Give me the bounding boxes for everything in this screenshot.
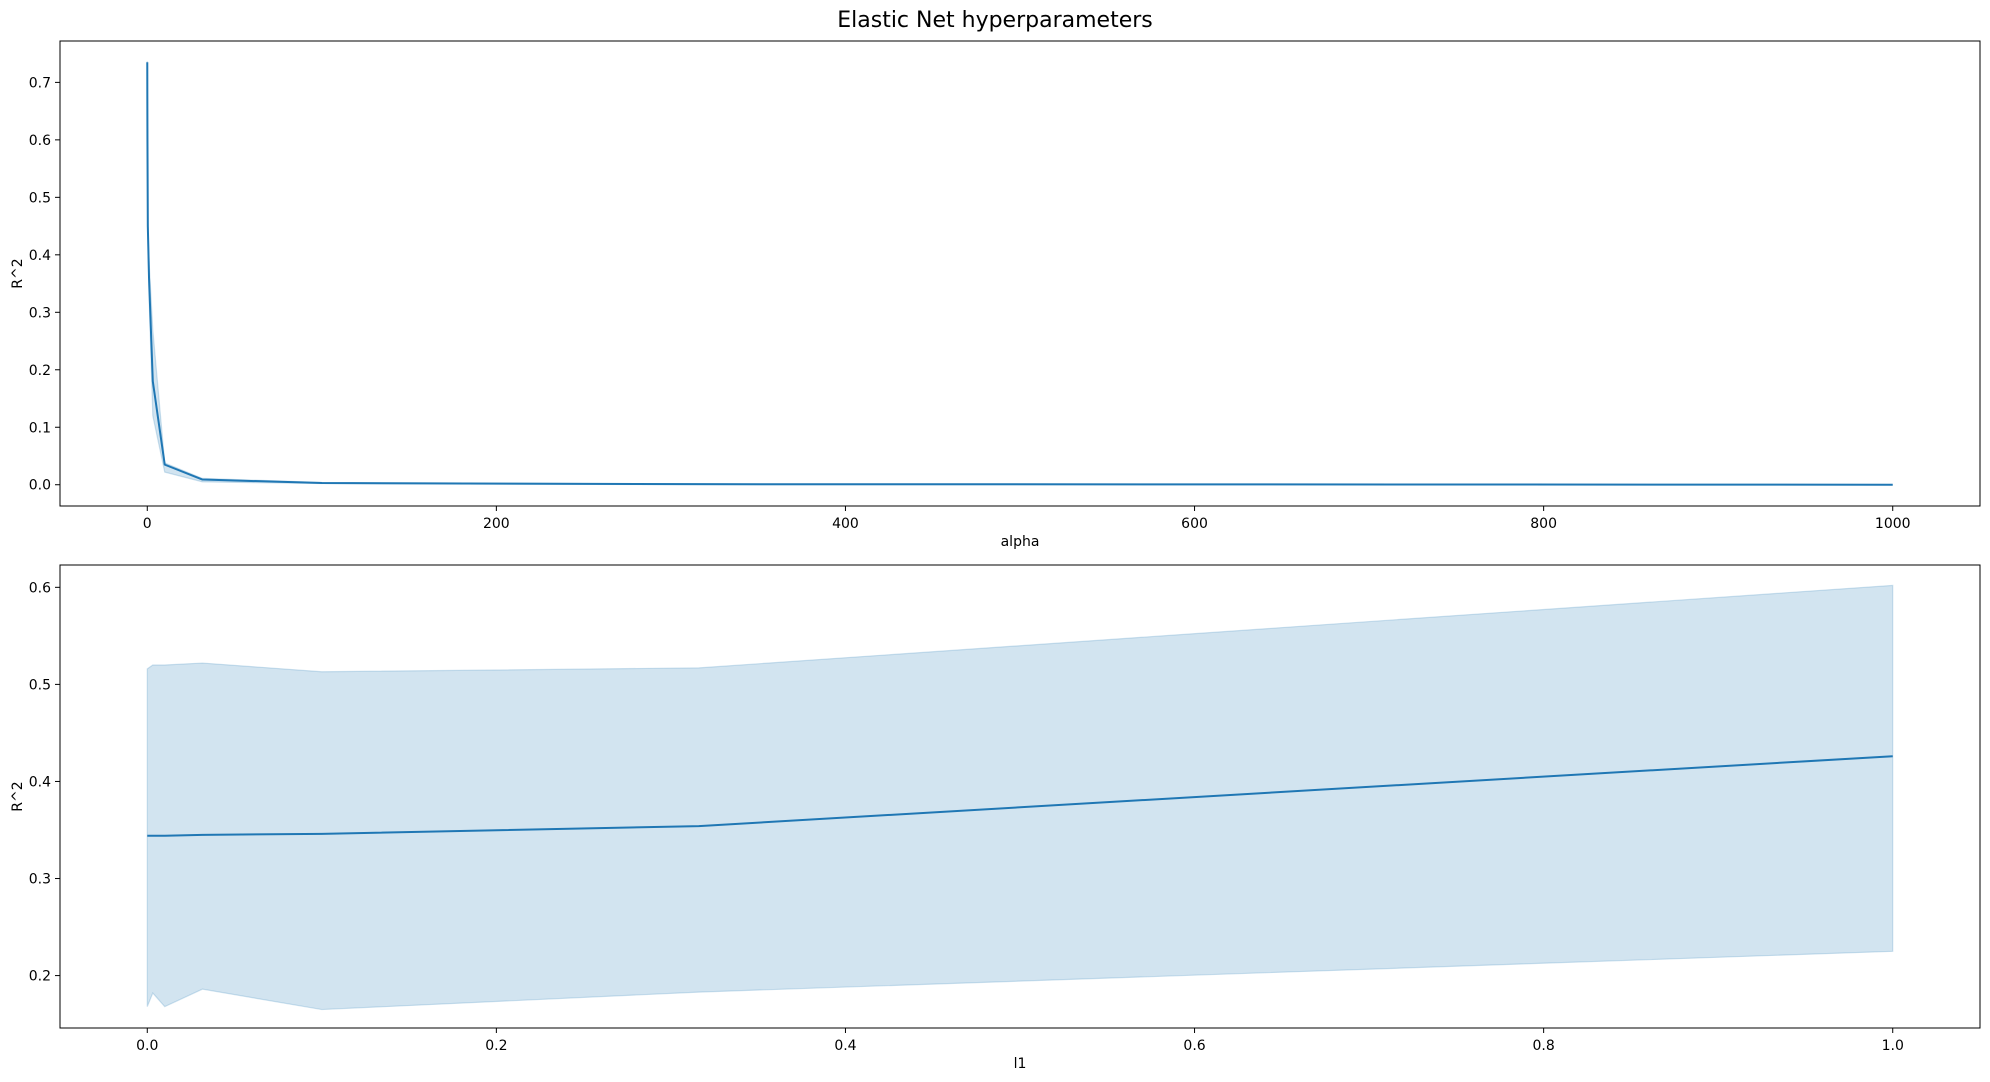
x-tick-label: 0.8 (1533, 1038, 1555, 1054)
x-tick-label: 1000 (1875, 516, 1911, 532)
x-axis-label: l1 (1014, 1056, 1027, 1072)
x-tick-label: 0 (143, 516, 152, 532)
x-tick-label: 1.0 (1882, 1038, 1904, 1054)
y-tick-label: 0.1 (29, 420, 51, 436)
y-tick-label: 0.3 (29, 872, 51, 888)
y-tick-label: 0.5 (29, 190, 51, 206)
mean-line-layer (146, 62, 1893, 486)
l1-subplot: 0.0 0.2 0.4 0.6 0.8 1.0 0.2 0.3 0.4 0.5 0.6 l1 R^2 (10, 564, 1981, 1072)
x-tick-label: 200 (483, 516, 510, 532)
y-tick-label: 0.2 (29, 363, 51, 379)
y-axis-label: R^2 (10, 781, 26, 811)
y-tick-label: 0.4 (29, 248, 51, 264)
figure-title: Elastic Net hyperparameters (837, 8, 1153, 33)
x-tick-label: 400 (832, 516, 859, 532)
confidence-band-layer (146, 584, 1894, 1011)
y-axis-label: R^2 (10, 258, 26, 288)
y-tick-label: 0.2 (29, 969, 51, 985)
mean-line (147, 755, 1893, 837)
confidence-band (146, 61, 1893, 486)
x-tick-label: 0.0 (136, 1038, 158, 1054)
y-tick-label: 0.4 (29, 774, 51, 790)
x-tick-label: 800 (1530, 516, 1557, 532)
confidence-band (146, 584, 1894, 1011)
x-axis-label: alpha (1001, 534, 1040, 550)
x-tick-label: 600 (1181, 516, 1208, 532)
y-tick-label: 0.7 (29, 75, 51, 91)
y-tick-label: 0.5 (29, 677, 51, 693)
x-tick-label: 0.2 (485, 1038, 507, 1054)
axes-frame (59, 40, 1981, 507)
tick-layer: 0.0 0.2 0.4 0.6 0.8 1.0 0.2 0.3 0.4 0.5 0.6 (29, 580, 1904, 1054)
axes-frame (59, 564, 1981, 1029)
y-tick-label: 0.3 (29, 305, 51, 321)
x-tick-label: 0.6 (1183, 1038, 1205, 1054)
confidence-band-layer (146, 61, 1893, 486)
tick-layer: 0 200 400 600 800 1000 0.0 0.1 0.2 0.3 0.4 0.5 0.6 0.… (29, 75, 1911, 532)
x-tick-label: 0.4 (834, 1038, 856, 1054)
y-tick-label: 0.6 (29, 133, 51, 149)
alpha-subplot: 0 200 400 600 800 1000 0.0 0.1 0.2 0.3 0.4 0.5 0.6 0.… (10, 40, 1981, 550)
mean-line (146, 62, 1893, 486)
y-tick-label: 0.6 (29, 580, 51, 596)
y-tick-label: 0.0 (29, 478, 51, 494)
mean-line-layer (147, 755, 1893, 837)
